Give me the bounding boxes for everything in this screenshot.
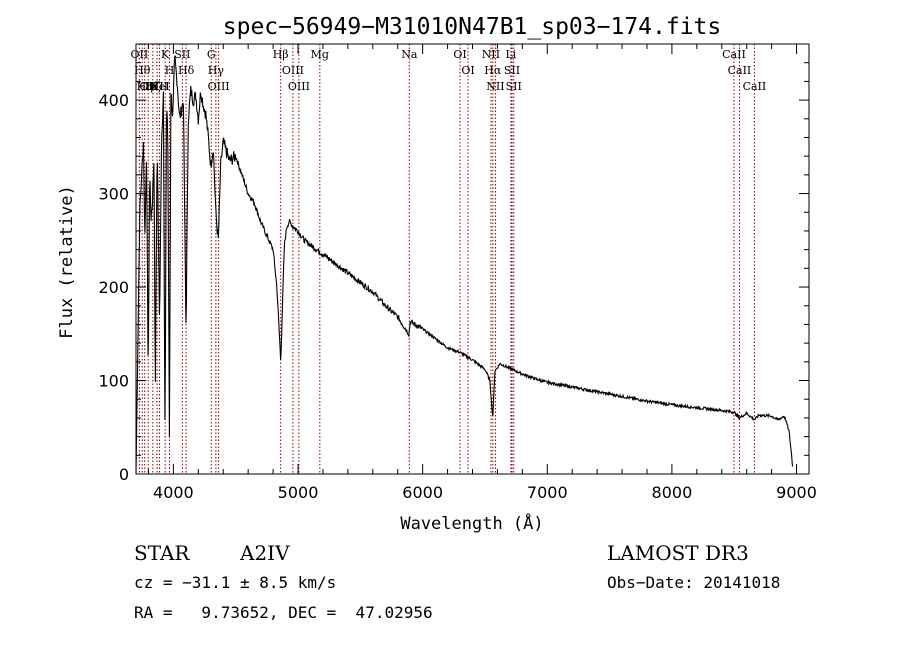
- emission-line-label: OI: [461, 64, 474, 77]
- x-tick-label: 5000: [278, 483, 319, 502]
- redshift-velocity: cz = −31.1 ± 8.5 km/s: [134, 573, 337, 592]
- emission-line-label: G: [207, 48, 216, 61]
- emission-line-label: K: [161, 48, 170, 61]
- emission-line-label: OIII: [288, 80, 310, 93]
- x-tick-label: 6000: [402, 483, 443, 502]
- observation-date: Obs−Date: 20141018: [607, 573, 781, 592]
- chart-title: spec−56949−M31010N47B1_sp03−174.fits: [223, 14, 722, 40]
- emission-line-label: OIII: [146, 80, 168, 93]
- emission-line-labels: OIIHθHηOIIHζOIIIHeIKHSIIHδGHγOIIIHβOIIIO…: [131, 48, 767, 93]
- y-tick-label: 200: [98, 278, 129, 297]
- emission-line-label: Li: [505, 48, 516, 61]
- spectrum-series-line: [135, 55, 794, 475]
- x-tick-label: 8000: [652, 483, 693, 502]
- y-axis-ticks: 0 100 200 300 400: [98, 62, 809, 484]
- x-tick-label: 9000: [776, 483, 817, 502]
- object-class: STAR: [134, 541, 190, 565]
- object-subclass: A2IV: [240, 541, 290, 565]
- emission-line-label: OII: [139, 80, 157, 93]
- emission-line-label: HeI: [149, 80, 169, 93]
- y-tick-label: 100: [98, 372, 129, 391]
- emission-line-label: SII: [174, 48, 190, 61]
- emission-line-label: Mg: [311, 48, 329, 61]
- emission-line-label: Hθ: [134, 64, 151, 77]
- emission-line-label: Hζ: [145, 80, 161, 93]
- emission-line-label: CaII: [743, 80, 767, 93]
- emission-line-label: CaII: [722, 48, 746, 61]
- emission-line-markers: [138, 44, 755, 474]
- emission-line-label: OII: [131, 48, 149, 61]
- emission-line-label: CaII: [728, 64, 752, 77]
- emission-line-label: Hη: [137, 80, 153, 93]
- emission-line-label: NII: [482, 48, 500, 61]
- y-tick-label: 0: [119, 465, 129, 484]
- x-tick-label: 7000: [527, 483, 568, 502]
- x-axis-ticks: 4000 5000 6000 7000 8000 9000: [147, 44, 817, 502]
- emission-line-label: OIII: [208, 80, 230, 93]
- emission-line-label: H: [165, 64, 175, 77]
- emission-line-label: SII: [506, 80, 522, 93]
- x-tick-label: 4000: [153, 483, 194, 502]
- emission-line-label: OI: [453, 48, 466, 61]
- emission-line-label: Hγ: [208, 64, 225, 77]
- emission-line-label: Hα: [484, 64, 502, 77]
- emission-line-label: NII: [486, 80, 504, 93]
- emission-line-label: Hβ: [273, 48, 289, 61]
- coordinates: RA = 9.73652, DEC = 47.02956: [134, 603, 433, 622]
- y-tick-label: 300: [98, 185, 129, 204]
- emission-line-label: SII: [504, 64, 520, 77]
- emission-line-label: Hδ: [178, 64, 195, 77]
- y-axis-label: Flux (relative): [57, 185, 77, 339]
- emission-line-label: OIII: [282, 64, 304, 77]
- x-axis-label: Wavelength (Å): [400, 512, 543, 534]
- y-tick-label: 400: [98, 91, 129, 110]
- emission-line-label: Na: [401, 48, 418, 61]
- survey-name: LAMOST DR3: [607, 541, 749, 565]
